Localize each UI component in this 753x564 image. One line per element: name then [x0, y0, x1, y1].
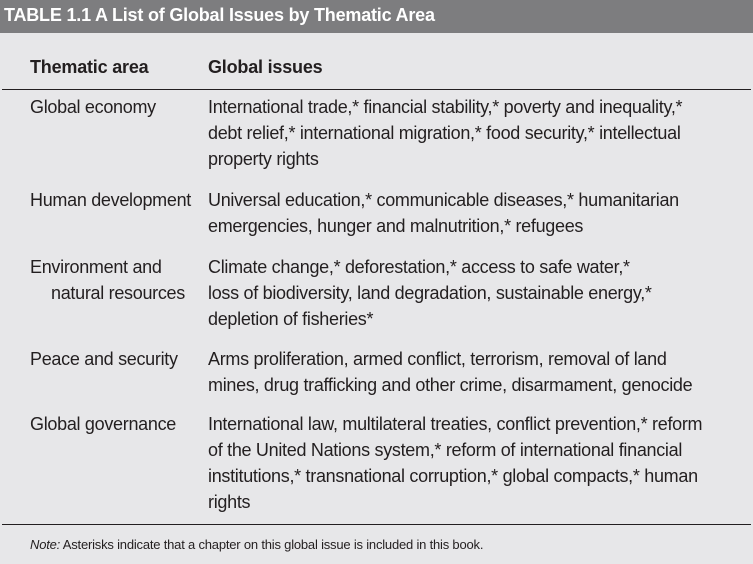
- issue-line: emergencies, hunger and malnutrition,* r…: [208, 216, 584, 236]
- issue-line: International trade,* financial stabilit…: [208, 97, 683, 117]
- thematic-area-line: natural resources: [51, 283, 185, 303]
- thematic-area-line: Global economy: [30, 97, 156, 117]
- thematic-area-cell: Environment and natural resources: [30, 254, 185, 306]
- thematic-area-line: Human development: [30, 190, 191, 210]
- issue-line: institutions,* transnational corruption,…: [208, 466, 698, 486]
- thematic-area-line: Environment and: [30, 257, 162, 277]
- table-title-bar: TABLE 1.1 A List of Global Issues by The…: [0, 0, 753, 33]
- footer-rule: [2, 524, 751, 525]
- thematic-area-cell: Peace and security: [30, 346, 178, 372]
- issue-line: debt relief,* international migration,* …: [208, 123, 681, 143]
- note-label: Note:: [30, 537, 61, 552]
- thematic-area-cell: Global governance: [30, 411, 176, 437]
- header-global-issues: Global issues: [208, 57, 323, 77]
- issue-line: property rights: [208, 149, 319, 169]
- issue-line: International law, multilateral treaties…: [208, 414, 703, 434]
- issue-line: Arms proliferation, armed conflict, terr…: [208, 349, 667, 369]
- thematic-area-cell: Global economy: [30, 94, 156, 120]
- thematic-area-cell: Human development: [30, 187, 191, 213]
- issue-line: loss of biodiversity, land degradation, …: [208, 283, 652, 303]
- issue-line: rights: [208, 492, 251, 512]
- note-text: Asterisks indicate that a chapter on thi…: [60, 537, 484, 552]
- issue-line: mines, drug trafficking and other crime,…: [208, 375, 693, 395]
- issue-line: Climate change,* deforestation,* access …: [208, 257, 630, 277]
- global-issues-cell: Universal education,* communicable disea…: [208, 187, 743, 239]
- issue-line: depletion of fisheries*: [208, 309, 374, 329]
- table-title: TABLE 1.1 A List of Global Issues by The…: [4, 5, 435, 25]
- global-issues-cell: International law, multilateral treaties…: [208, 411, 743, 515]
- thematic-area-line: Peace and security: [30, 349, 178, 369]
- issue-line: Universal education,* communicable disea…: [208, 190, 679, 210]
- header-rule: [2, 89, 751, 90]
- header-thematic-area: Thematic area: [30, 57, 149, 77]
- global-issues-cell: Arms proliferation, armed conflict, terr…: [208, 346, 743, 398]
- global-issues-cell: Climate change,* deforestation,* access …: [208, 254, 743, 332]
- global-issues-cell: International trade,* financial stabilit…: [208, 94, 743, 172]
- issue-line: of the United Nations system,* reform of…: [208, 440, 683, 460]
- table-note: Note: Asterisks indicate that a chapter …: [30, 537, 483, 552]
- thematic-area-line: Global governance: [30, 414, 177, 434]
